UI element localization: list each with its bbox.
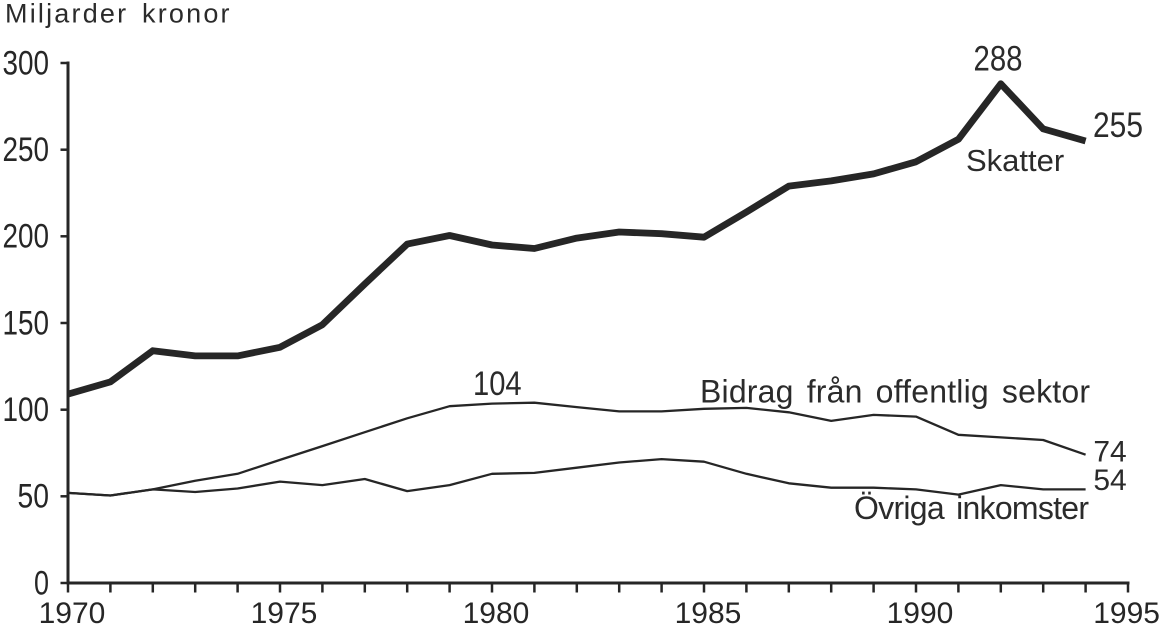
svg-text:250: 250 (3, 131, 50, 169)
svg-text:54: 54 (1093, 464, 1126, 497)
svg-text:1985: 1985 (675, 597, 742, 628)
svg-text:Bidrag från offentlig sektor: Bidrag från offentlig sektor (700, 374, 1091, 410)
svg-text:300: 300 (3, 44, 50, 82)
svg-text:0: 0 (34, 564, 49, 602)
svg-text:Miljarder kronor: Miljarder kronor (5, 0, 232, 29)
svg-text:100: 100 (3, 391, 50, 429)
svg-text:1970: 1970 (39, 597, 106, 628)
svg-text:1995: 1995 (1093, 597, 1160, 628)
svg-text:Skatter: Skatter (966, 143, 1064, 178)
svg-text:1980: 1980 (463, 597, 530, 628)
svg-text:150: 150 (3, 304, 50, 342)
svg-text:1990: 1990 (887, 597, 954, 628)
svg-text:1975: 1975 (251, 597, 318, 628)
svg-text:Övriga inkomster: Övriga inkomster (854, 490, 1090, 526)
svg-text:288: 288 (974, 40, 1023, 79)
svg-text:200: 200 (3, 218, 50, 256)
svg-text:255: 255 (1093, 106, 1143, 145)
svg-text:74: 74 (1093, 436, 1126, 469)
svg-text:104: 104 (473, 365, 522, 403)
svg-text:50: 50 (18, 478, 50, 516)
